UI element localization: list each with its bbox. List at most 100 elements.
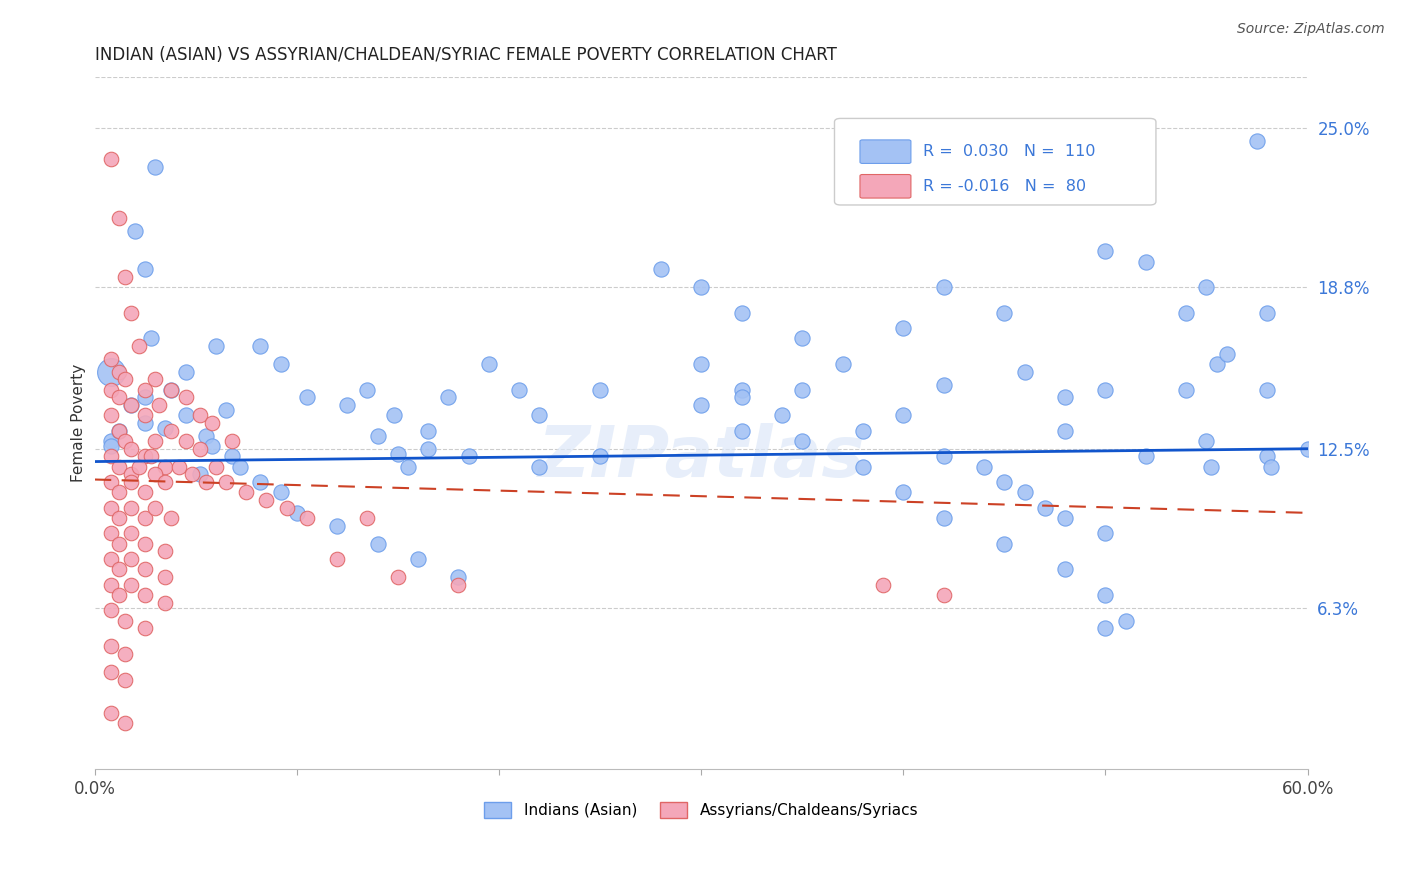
Point	[1195, 434, 1218, 448]
Point	[650, 262, 672, 277]
Point	[108, 536, 131, 550]
Point	[1175, 306, 1198, 320]
Point	[1175, 383, 1198, 397]
Point	[221, 434, 243, 448]
Point	[993, 536, 1015, 550]
Point	[690, 280, 713, 294]
Point	[114, 372, 136, 386]
Point	[730, 383, 752, 397]
Point	[1094, 526, 1116, 541]
Point	[174, 391, 197, 405]
Point	[382, 409, 405, 423]
Point	[100, 434, 122, 448]
Point	[1094, 588, 1116, 602]
Point	[336, 398, 359, 412]
Point	[108, 391, 131, 405]
Point	[188, 409, 211, 423]
Point	[396, 459, 419, 474]
Point	[1094, 244, 1116, 259]
Point	[155, 459, 177, 474]
Point	[108, 562, 131, 576]
Point	[221, 450, 243, 464]
Point	[174, 409, 197, 423]
Point	[155, 570, 177, 584]
Point	[792, 331, 814, 345]
Point	[141, 450, 163, 464]
Point	[155, 475, 177, 489]
Y-axis label: Female Poverty: Female Poverty	[72, 364, 86, 483]
Point	[108, 588, 131, 602]
Point	[205, 339, 228, 353]
FancyBboxPatch shape	[860, 175, 911, 198]
Point	[1053, 511, 1076, 525]
Point	[437, 391, 460, 405]
Point	[387, 447, 409, 461]
Point	[1256, 450, 1278, 464]
Point	[276, 500, 298, 515]
Point	[891, 409, 914, 423]
Point	[295, 511, 318, 525]
Point	[891, 321, 914, 335]
Point	[100, 152, 122, 166]
Point	[134, 562, 156, 576]
Point	[1195, 280, 1218, 294]
Point	[143, 434, 166, 448]
Point	[160, 383, 183, 397]
Point	[114, 434, 136, 448]
Point	[143, 500, 166, 515]
Point	[174, 434, 197, 448]
Point	[1256, 306, 1278, 320]
Point	[770, 409, 793, 423]
Point	[1094, 383, 1116, 397]
Text: R =  0.030   N =  110: R = 0.030 N = 110	[924, 145, 1095, 159]
Point	[160, 383, 183, 397]
Point	[108, 365, 131, 379]
Point	[270, 485, 292, 500]
Point	[114, 716, 136, 731]
Point	[730, 306, 752, 320]
Point	[852, 459, 875, 474]
Point	[100, 577, 122, 591]
Point	[1246, 134, 1268, 148]
Point	[100, 439, 122, 453]
Point	[1053, 562, 1076, 576]
Point	[100, 365, 122, 379]
FancyBboxPatch shape	[835, 119, 1156, 205]
Point	[1135, 254, 1157, 268]
Point	[1296, 442, 1319, 456]
Point	[387, 570, 409, 584]
Point	[100, 383, 122, 397]
Legend: Indians (Asian), Assyrians/Chaldeans/Syriacs: Indians (Asian), Assyrians/Chaldeans/Syr…	[478, 796, 924, 824]
Point	[120, 306, 142, 320]
FancyBboxPatch shape	[860, 140, 911, 163]
Point	[249, 475, 271, 489]
Point	[120, 577, 142, 591]
Point	[120, 526, 142, 541]
Point	[100, 450, 122, 464]
Point	[108, 511, 131, 525]
Point	[100, 475, 122, 489]
Point	[108, 424, 131, 438]
Point	[134, 621, 156, 635]
Point	[1260, 459, 1282, 474]
Point	[447, 577, 470, 591]
Point	[872, 577, 894, 591]
Point	[1256, 383, 1278, 397]
Point	[367, 536, 389, 550]
Point	[1014, 365, 1036, 379]
Point	[100, 526, 122, 541]
Point	[134, 409, 156, 423]
Point	[356, 383, 378, 397]
Point	[108, 459, 131, 474]
Point	[457, 450, 479, 464]
Point	[155, 544, 177, 558]
Point	[508, 383, 530, 397]
Point	[128, 459, 150, 474]
Point	[589, 383, 612, 397]
Point	[932, 280, 955, 294]
Point	[326, 552, 349, 566]
Point	[215, 475, 238, 489]
Point	[120, 500, 142, 515]
Point	[143, 467, 166, 482]
Point	[993, 475, 1015, 489]
